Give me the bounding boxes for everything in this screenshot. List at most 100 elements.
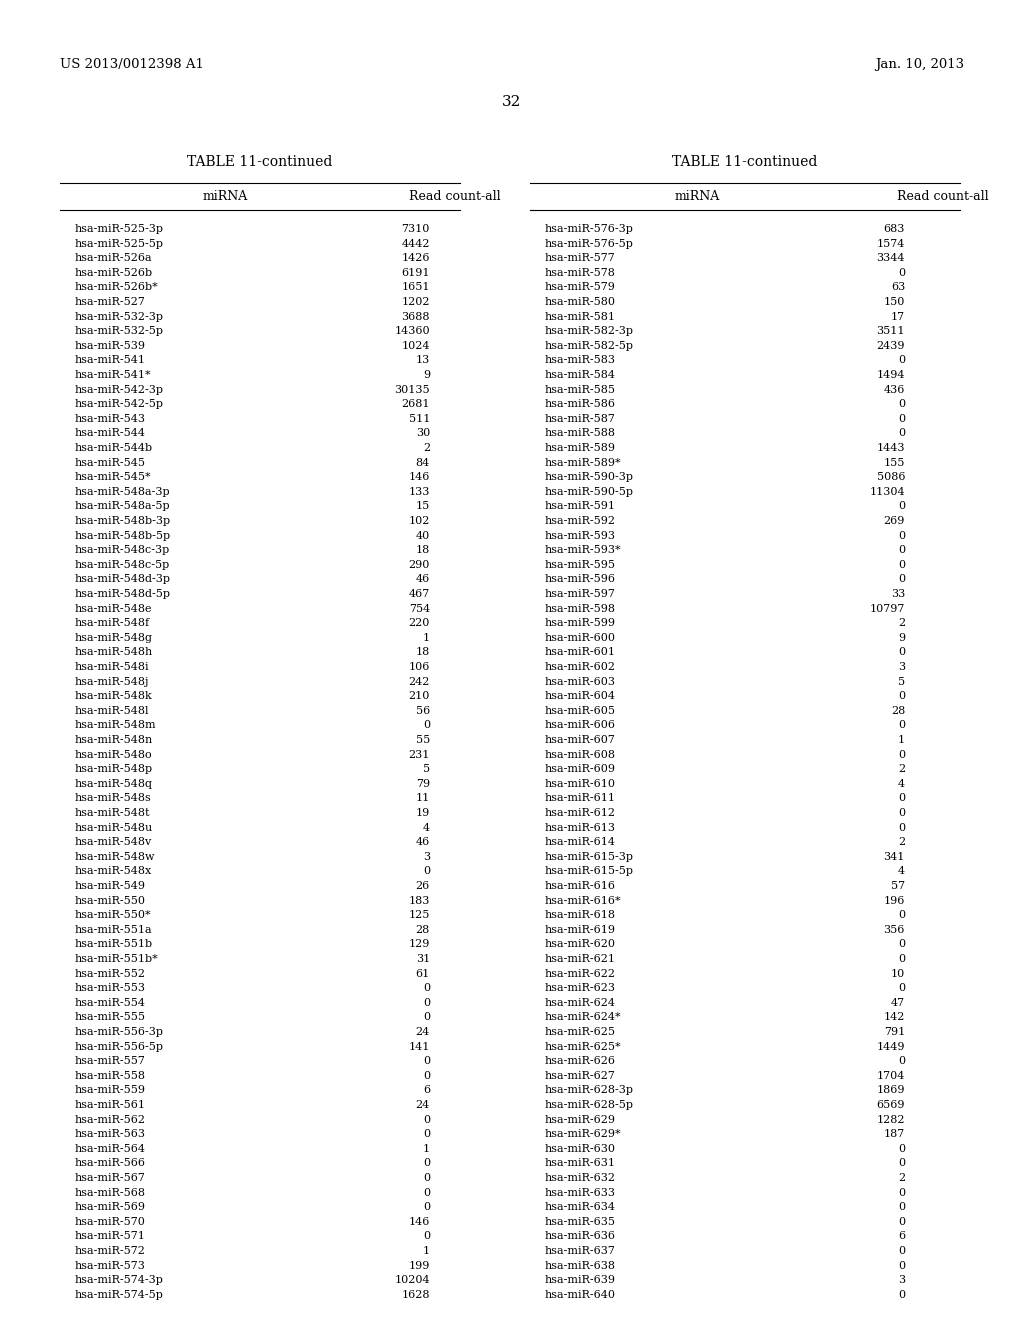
Text: hsa-miR-548a-3p: hsa-miR-548a-3p	[75, 487, 171, 496]
Text: hsa-miR-607: hsa-miR-607	[545, 735, 615, 744]
Text: hsa-miR-586: hsa-miR-586	[545, 399, 616, 409]
Text: 0: 0	[423, 1129, 430, 1139]
Text: hsa-miR-532-3p: hsa-miR-532-3p	[75, 312, 164, 322]
Text: 0: 0	[898, 429, 905, 438]
Text: hsa-miR-633: hsa-miR-633	[545, 1188, 616, 1197]
Text: 141: 141	[409, 1041, 430, 1052]
Text: 0: 0	[898, 692, 905, 701]
Text: 0: 0	[898, 911, 905, 920]
Text: hsa-miR-589*: hsa-miR-589*	[545, 458, 622, 467]
Text: 0: 0	[423, 1188, 430, 1197]
Text: 220: 220	[409, 618, 430, 628]
Text: 0: 0	[898, 268, 905, 277]
Text: hsa-miR-548i: hsa-miR-548i	[75, 663, 150, 672]
Text: hsa-miR-628-5p: hsa-miR-628-5p	[545, 1100, 634, 1110]
Text: hsa-miR-548d-5p: hsa-miR-548d-5p	[75, 589, 171, 599]
Text: hsa-miR-604: hsa-miR-604	[545, 692, 616, 701]
Text: 210: 210	[409, 692, 430, 701]
Text: 683: 683	[884, 224, 905, 234]
Text: 9: 9	[423, 370, 430, 380]
Text: 33: 33	[891, 589, 905, 599]
Text: hsa-miR-551a: hsa-miR-551a	[75, 925, 153, 935]
Text: hsa-miR-548f: hsa-miR-548f	[75, 618, 151, 628]
Text: 61: 61	[416, 969, 430, 978]
Text: 19: 19	[416, 808, 430, 818]
Text: 0: 0	[898, 983, 905, 993]
Text: 142: 142	[884, 1012, 905, 1023]
Text: 28: 28	[891, 706, 905, 715]
Text: hsa-miR-556-3p: hsa-miR-556-3p	[75, 1027, 164, 1038]
Text: 1: 1	[898, 735, 905, 744]
Text: hsa-miR-548j: hsa-miR-548j	[75, 677, 150, 686]
Text: hsa-miR-548u: hsa-miR-548u	[75, 822, 154, 833]
Text: 187: 187	[884, 1129, 905, 1139]
Text: 10204: 10204	[394, 1275, 430, 1286]
Text: 30: 30	[416, 429, 430, 438]
Text: hsa-miR-582-3p: hsa-miR-582-3p	[545, 326, 634, 337]
Text: 17: 17	[891, 312, 905, 322]
Text: 1443: 1443	[877, 444, 905, 453]
Text: 5086: 5086	[877, 473, 905, 482]
Text: 0: 0	[898, 1144, 905, 1154]
Text: 0: 0	[898, 822, 905, 833]
Text: hsa-miR-544: hsa-miR-544	[75, 429, 146, 438]
Text: 0: 0	[423, 1159, 430, 1168]
Text: hsa-miR-596: hsa-miR-596	[545, 574, 616, 585]
Text: 0: 0	[898, 413, 905, 424]
Text: hsa-miR-588: hsa-miR-588	[545, 429, 616, 438]
Text: 290: 290	[409, 560, 430, 570]
Text: 18: 18	[416, 545, 430, 556]
Text: 14360: 14360	[394, 326, 430, 337]
Text: hsa-miR-609: hsa-miR-609	[545, 764, 616, 775]
Text: hsa-miR-618: hsa-miR-618	[545, 911, 616, 920]
Text: hsa-miR-549: hsa-miR-549	[75, 880, 146, 891]
Text: hsa-miR-558: hsa-miR-558	[75, 1071, 146, 1081]
Text: hsa-miR-624*: hsa-miR-624*	[545, 1012, 622, 1023]
Text: 0: 0	[898, 1203, 905, 1212]
Text: 0: 0	[898, 399, 905, 409]
Text: hsa-miR-616: hsa-miR-616	[545, 880, 616, 891]
Text: 4: 4	[423, 822, 430, 833]
Text: 0: 0	[423, 998, 430, 1007]
Text: 2: 2	[423, 444, 430, 453]
Text: hsa-miR-551b: hsa-miR-551b	[75, 940, 154, 949]
Text: 0: 0	[898, 750, 905, 759]
Text: hsa-miR-548s: hsa-miR-548s	[75, 793, 152, 804]
Text: 0: 0	[898, 560, 905, 570]
Text: 2439: 2439	[877, 341, 905, 351]
Text: hsa-miR-554: hsa-miR-554	[75, 998, 146, 1007]
Text: US 2013/0012398 A1: US 2013/0012398 A1	[60, 58, 204, 71]
Text: 0: 0	[898, 1056, 905, 1067]
Text: 3: 3	[898, 1275, 905, 1286]
Text: hsa-miR-553: hsa-miR-553	[75, 983, 146, 993]
Text: 1869: 1869	[877, 1085, 905, 1096]
Text: hsa-miR-561: hsa-miR-561	[75, 1100, 146, 1110]
Text: 1282: 1282	[877, 1114, 905, 1125]
Text: 11304: 11304	[869, 487, 905, 496]
Text: 1: 1	[423, 1246, 430, 1257]
Text: 55: 55	[416, 735, 430, 744]
Text: 0: 0	[898, 940, 905, 949]
Text: hsa-miR-584: hsa-miR-584	[545, 370, 616, 380]
Text: 4: 4	[898, 866, 905, 876]
Text: hsa-miR-570: hsa-miR-570	[75, 1217, 145, 1226]
Text: hsa-miR-532-5p: hsa-miR-532-5p	[75, 326, 164, 337]
Text: hsa-miR-593*: hsa-miR-593*	[545, 545, 622, 556]
Text: hsa-miR-543: hsa-miR-543	[75, 413, 146, 424]
Text: 26: 26	[416, 880, 430, 891]
Text: hsa-miR-640: hsa-miR-640	[545, 1290, 616, 1300]
Text: hsa-miR-597: hsa-miR-597	[545, 589, 615, 599]
Text: 0: 0	[898, 1188, 905, 1197]
Text: hsa-miR-626: hsa-miR-626	[545, 1056, 616, 1067]
Text: hsa-miR-628-3p: hsa-miR-628-3p	[545, 1085, 634, 1096]
Text: 56: 56	[416, 706, 430, 715]
Text: miRNA: miRNA	[675, 190, 720, 203]
Text: 0: 0	[898, 721, 905, 730]
Text: 0: 0	[898, 808, 905, 818]
Text: 30135: 30135	[394, 384, 430, 395]
Text: hsa-miR-548e: hsa-miR-548e	[75, 603, 153, 614]
Text: 3: 3	[898, 663, 905, 672]
Text: Read count-all: Read count-all	[410, 190, 501, 203]
Text: hsa-miR-525-5p: hsa-miR-525-5p	[75, 239, 164, 248]
Text: 791: 791	[884, 1027, 905, 1038]
